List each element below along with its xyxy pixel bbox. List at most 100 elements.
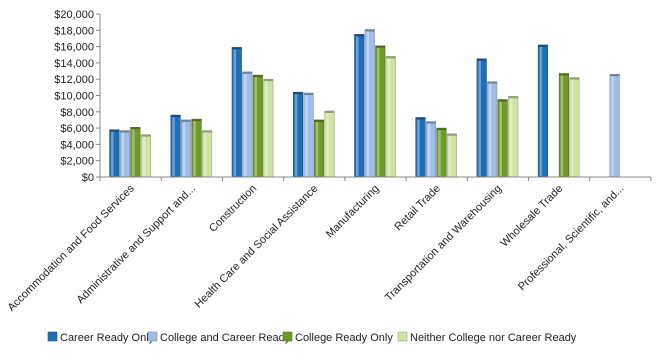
bar-top — [436, 128, 447, 131]
bar-top — [476, 58, 487, 61]
bar-highlight — [377, 47, 380, 176]
bar-body — [130, 126, 141, 178]
bar-body — [508, 96, 519, 178]
x-category-label: Transportation and Warehousing — [383, 183, 504, 304]
bar-top — [253, 75, 263, 78]
bar — [364, 29, 375, 178]
bar-highlight — [233, 49, 237, 176]
y-tick-label: $16,000 — [54, 42, 94, 54]
bar-highlight — [254, 77, 258, 176]
bar-body — [425, 121, 437, 178]
bar-highlight — [571, 79, 574, 176]
bar — [242, 71, 253, 178]
y-tick-label: $4,000 — [60, 139, 94, 151]
bar — [109, 129, 120, 178]
bar-highlight — [427, 123, 431, 176]
y-tick-label: $8,000 — [60, 107, 94, 119]
x-axis: Accommodation and Food ServicesAdministr… — [5, 176, 652, 314]
legend-item: Neither College nor Career Ready — [397, 331, 577, 344]
bar-top — [426, 121, 436, 124]
bar-body — [303, 92, 314, 178]
bar-body — [446, 133, 458, 178]
y-tick-label: $10,000 — [54, 91, 94, 103]
bar-top — [508, 96, 518, 99]
legend-swatch — [147, 331, 158, 342]
bar-body — [181, 119, 192, 178]
bar-body — [109, 129, 120, 178]
bar-highlight — [417, 119, 420, 176]
bar-top — [314, 119, 324, 122]
bar-top — [120, 130, 130, 133]
bar-top — [109, 129, 120, 132]
bar — [476, 58, 487, 178]
x-category-label: Retail Trade — [392, 183, 442, 233]
bar — [202, 130, 213, 178]
bar-body — [252, 74, 263, 178]
bar — [324, 110, 335, 178]
bar-highlight — [488, 83, 492, 176]
legend-swatch — [397, 331, 408, 342]
bar-highlight — [182, 121, 186, 176]
y-tick-label: $12,000 — [54, 74, 94, 86]
bar-highlight — [305, 95, 308, 176]
x-category-label: Wholesale Trade — [498, 183, 565, 250]
y-axis: $0 $2,000 $4,000 $6,000 $8,000 $10,000 $12,000… — [54, 9, 101, 184]
bar — [303, 92, 314, 178]
bar-highlight — [121, 132, 125, 176]
bar-body — [476, 58, 487, 178]
legend-label: Neither College nor Career Ready — [410, 332, 577, 344]
bar-top — [447, 133, 457, 136]
bar — [252, 74, 263, 178]
bar-highlight — [111, 131, 114, 176]
bar — [170, 114, 181, 178]
bar-highlight — [203, 132, 207, 176]
bar-top — [232, 47, 242, 50]
bar-body — [537, 44, 548, 178]
bar-body — [385, 56, 396, 178]
bar-highlight — [193, 121, 196, 176]
bar-body — [569, 77, 580, 178]
x-category-label: Manufacturing — [324, 183, 382, 241]
bar — [354, 34, 365, 178]
bar-highlight — [294, 94, 298, 176]
bar-top — [293, 92, 303, 95]
bar — [487, 81, 498, 178]
x-category-label: Professional, Scientific, and... — [516, 183, 627, 294]
legend-item: College Ready Only — [282, 331, 393, 344]
bar — [446, 133, 458, 178]
x-category-label: Health Care and Social Assistance — [193, 183, 321, 311]
bar-highlight — [560, 75, 564, 176]
legend: Career Ready Only College and Career Read… — [47, 331, 577, 344]
bar — [537, 44, 548, 178]
legend-swatch — [282, 331, 293, 342]
bar-top — [202, 130, 212, 133]
bar-body — [497, 99, 508, 178]
bar-highlight — [142, 136, 146, 176]
bar — [375, 45, 386, 178]
y-tick-label: $0 — [82, 172, 94, 184]
legend-label: College Ready Only — [295, 332, 393, 344]
bar-top — [181, 119, 191, 122]
bar — [119, 130, 130, 178]
y-tick-label: $18,000 — [54, 25, 94, 37]
bar — [263, 78, 274, 178]
bar-body — [313, 119, 325, 178]
bar-highlight — [438, 130, 441, 176]
legend-item: Career Ready Only — [47, 331, 155, 344]
bar-body — [375, 45, 386, 178]
bar — [425, 121, 437, 178]
bar — [497, 99, 508, 178]
bar-top — [375, 45, 385, 48]
x-category-label: Administrative and Support and... — [74, 183, 198, 307]
bar-body — [415, 117, 426, 178]
bar — [436, 127, 447, 178]
bar-body — [292, 91, 304, 178]
bar-highlight — [315, 121, 319, 176]
bar-body — [263, 78, 274, 178]
bar-highlight — [244, 73, 247, 176]
bar-body — [364, 29, 375, 178]
bar — [385, 56, 396, 178]
bar — [130, 126, 141, 178]
bar-body — [487, 81, 498, 178]
